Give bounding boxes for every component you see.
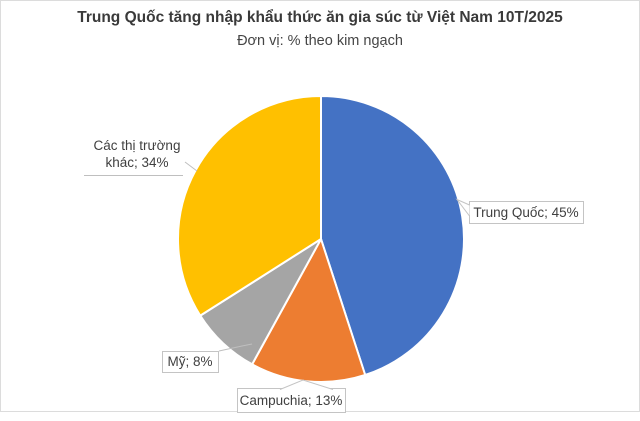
khac-leader-line bbox=[184, 161, 198, 172]
data-label-my: Mỹ; 8% bbox=[167, 354, 213, 369]
trung-quoc-label-pointer bbox=[455, 198, 470, 217]
data-label-trung-quoc: Trung Quốc; 45% bbox=[473, 204, 579, 220]
chart-subtitle: Đơn vị: % theo kim ngạch bbox=[237, 33, 403, 49]
campuchia-label-pointer bbox=[279, 379, 334, 390]
data-label-khac: Các thị trường khác; 34% bbox=[93, 138, 181, 170]
my-leader-line bbox=[218, 343, 253, 352]
my-label-box bbox=[162, 351, 219, 373]
pie-slices bbox=[177, 95, 465, 383]
pie-slice-1 bbox=[320, 95, 465, 376]
data-label-campuchia: Campuchia; 13% bbox=[239, 392, 343, 408]
campuchia-label-box bbox=[237, 388, 346, 413]
chart-title: Trung Quốc tăng nhập khẩu thức ăn gia sú… bbox=[77, 9, 563, 26]
